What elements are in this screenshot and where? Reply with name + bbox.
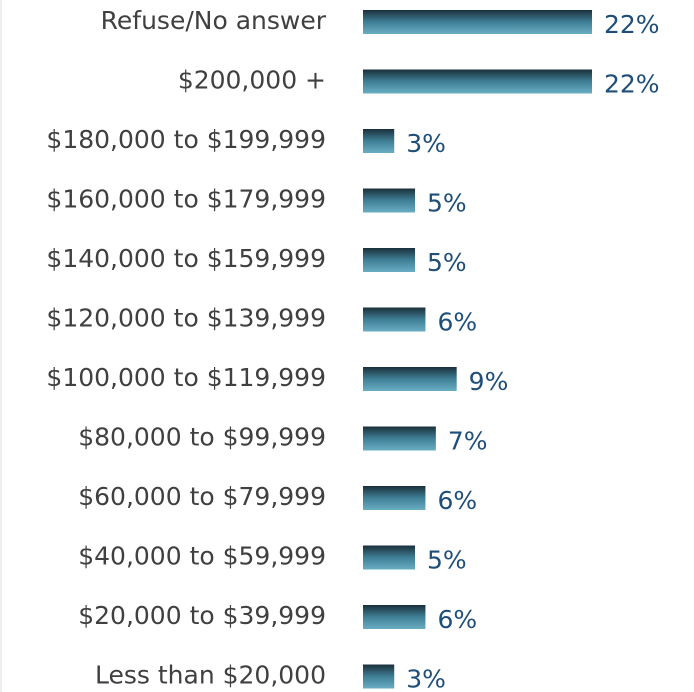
bar bbox=[363, 248, 416, 272]
bar bbox=[363, 188, 416, 213]
value-label: 22% bbox=[604, 10, 660, 39]
value-label: 22% bbox=[604, 70, 660, 99]
category-label: $80,000 to $99,999 bbox=[78, 423, 326, 452]
bar bbox=[363, 69, 592, 94]
bar bbox=[363, 10, 592, 34]
category-label: Less than $20,000 bbox=[95, 661, 326, 690]
value-label: 5% bbox=[427, 189, 467, 218]
category-label: $40,000 to $59,999 bbox=[78, 542, 326, 571]
value-label: 3% bbox=[406, 129, 446, 158]
category-label: $100,000 to $119,999 bbox=[46, 363, 326, 392]
category-label: $160,000 to $179,999 bbox=[46, 185, 326, 214]
value-label: 6% bbox=[437, 486, 477, 515]
bar bbox=[363, 664, 395, 689]
category-label: $200,000 + bbox=[178, 66, 326, 95]
value-label: 5% bbox=[427, 248, 467, 277]
bar bbox=[363, 307, 426, 332]
value-label: 9% bbox=[469, 367, 509, 396]
category-label: $120,000 to $139,999 bbox=[46, 304, 326, 333]
category-label: $140,000 to $159,999 bbox=[46, 244, 326, 273]
category-label: $60,000 to $79,999 bbox=[78, 482, 326, 511]
bar bbox=[363, 545, 416, 570]
category-label: $20,000 to $39,999 bbox=[78, 601, 326, 630]
category-label: $180,000 to $199,999 bbox=[46, 125, 326, 154]
value-label: 5% bbox=[427, 546, 467, 575]
value-label: 7% bbox=[448, 427, 488, 456]
value-label: 6% bbox=[437, 605, 477, 634]
category-label: Refuse/No answer bbox=[101, 6, 327, 35]
bar bbox=[363, 486, 426, 510]
bar bbox=[363, 129, 395, 153]
bar bbox=[363, 426, 436, 451]
bar bbox=[363, 367, 457, 391]
value-label: 3% bbox=[406, 665, 446, 692]
value-label: 6% bbox=[437, 308, 477, 337]
bar bbox=[363, 605, 426, 629]
